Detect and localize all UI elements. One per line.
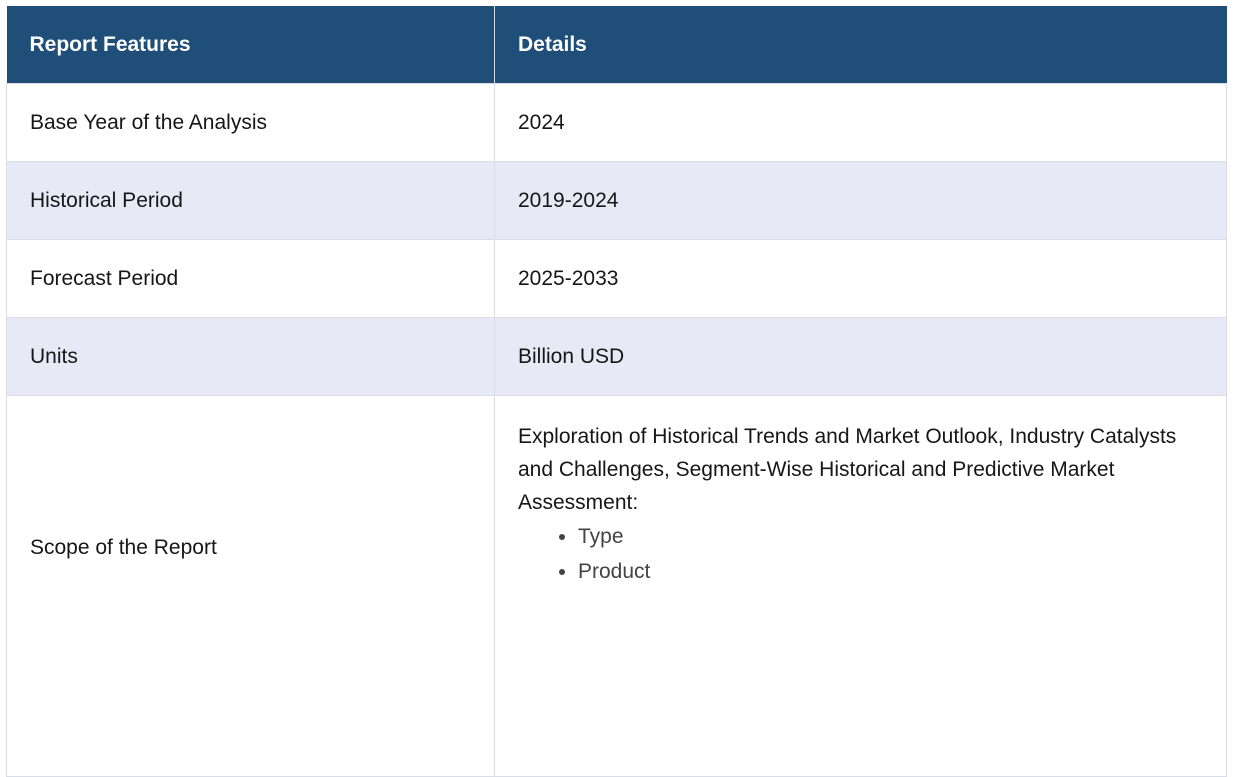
row-details-scope: Exploration of Historical Trends and Mar… (494, 395, 1227, 777)
row-feature-scope: Scope of the Report (6, 395, 495, 777)
row-feature-units: Units (6, 317, 495, 396)
table-row: Forecast Period 2025-2033 (6, 239, 1227, 318)
row-details-base-year: 2024 (494, 83, 1227, 162)
table-header-row: Report Features Details (6, 6, 1227, 84)
report-features-table: Report Features Details Base Year of the… (6, 6, 1227, 777)
scope-intro-text: Exploration of Historical Trends and Mar… (518, 425, 1177, 514)
segment-item-product: Product (578, 554, 1196, 589)
segment-item-type: Type (578, 519, 1196, 554)
report-features-table-container: Report Features Details Base Year of the… (6, 6, 1227, 777)
table-row: Historical Period 2019-2024 (6, 161, 1227, 240)
header-report-features: Report Features (6, 6, 495, 84)
table-row: Units Billion USD (6, 317, 1227, 396)
row-feature-forecast-period: Forecast Period (6, 239, 495, 318)
row-details-forecast-period: 2025-2033 (494, 239, 1227, 318)
segment-list: Type Product (518, 519, 1196, 589)
table-row: Base Year of the Analysis 2024 (6, 83, 1227, 162)
row-details-historical-period: 2019-2024 (494, 161, 1227, 240)
table-row-scope: Scope of the Report Exploration of Histo… (6, 395, 1227, 777)
row-feature-historical-period: Historical Period (6, 161, 495, 240)
row-feature-base-year: Base Year of the Analysis (6, 83, 495, 162)
header-details: Details (494, 6, 1227, 84)
row-details-units: Billion USD (494, 317, 1227, 396)
